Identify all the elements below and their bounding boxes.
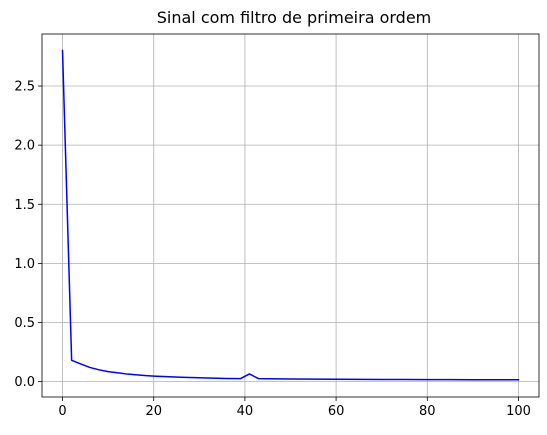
x-tick-label: 40 [237,404,254,419]
series-line [61,49,520,381]
x-axis: 0 20 40 60 80 100 [58,397,531,419]
y-tick-label: 0.5 [14,316,35,331]
y-tick-label: 1.0 [14,257,35,272]
chart-title: Sinal com filtro de primeira ordem [157,8,432,27]
x-tick-label: 0 [58,404,66,419]
y-tick-label: 1.5 [14,198,35,213]
x-tick-label: 20 [145,404,162,419]
y-tick-label: 2.5 [14,80,35,95]
x-tick-label: 60 [328,404,345,419]
x-tick-label: 80 [419,404,436,419]
x-tick-label: 100 [506,404,531,419]
series-layer [61,49,520,381]
y-axis: 0.0 0.5 1.0 1.5 2.0 2.5 [14,80,42,390]
y-tick-label: 2.0 [14,139,35,154]
grid [42,34,539,397]
axes-frame [41,33,540,398]
y-tick-label: 0.0 [14,375,35,390]
